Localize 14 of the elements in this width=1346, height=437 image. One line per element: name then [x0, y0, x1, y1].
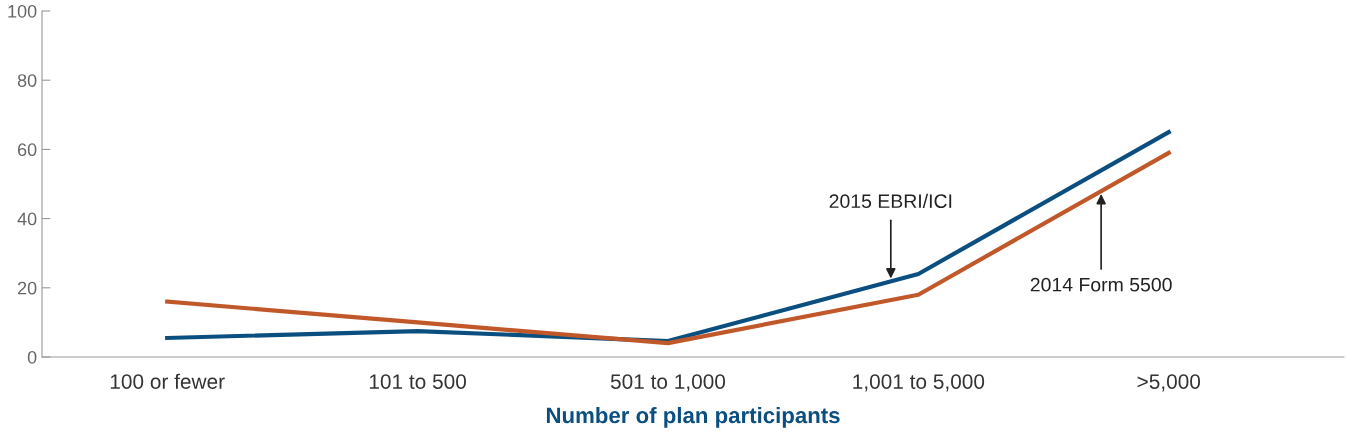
y-tick-label: 0 — [27, 350, 37, 364]
y-tick-label: 100 — [8, 4, 37, 18]
x-tick-label: 1,001 to 5,000 — [853, 374, 985, 392]
x-tick-label: 100 or fewer — [110, 373, 225, 389]
y-tick-label: 80 — [17, 74, 37, 87]
x-tick-label: 101 to 500 — [369, 374, 466, 389]
y-tick-label: 60 — [17, 143, 37, 157]
text: 2015 EBRI/ICI — [829, 193, 952, 209]
x-tick-label: >5,000 — [1137, 374, 1201, 392]
text: 2014 Form 5500 — [1030, 277, 1172, 292]
y-tick-label: 20 — [17, 281, 37, 295]
x-axis-title: Number of plan participants — [546, 406, 840, 428]
y-tick-label: 40 — [17, 212, 37, 226]
x-tick-label: 501 to 1,000 — [610, 374, 726, 392]
